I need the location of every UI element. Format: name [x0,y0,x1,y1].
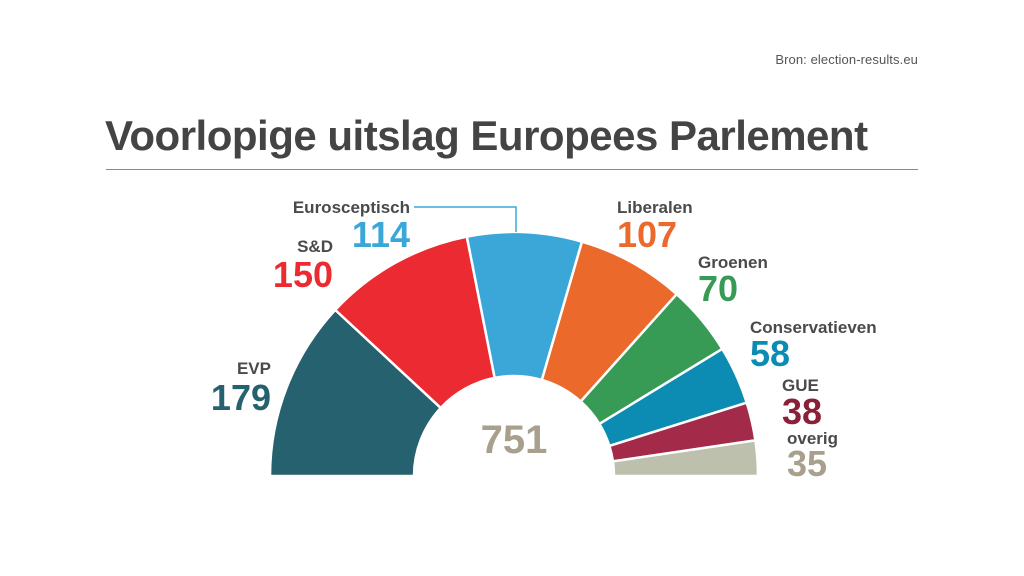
total-seats-label: 751 [481,418,548,462]
label-name-overig: overig [787,429,838,448]
label-seats-overig: 35 [787,443,827,484]
label-seats-conservatieven: 58 [750,333,790,374]
label-name-send: S&D [297,237,333,256]
page-title: Voorlopige uitslag Europees Parlement [105,112,868,159]
label-seats-gue: 38 [782,391,822,432]
label-seats-eurosceptisch: 114 [352,214,410,255]
label-name-eurosceptisch: Eurosceptisch [293,198,410,217]
title-divider [106,169,918,170]
source-note: Bron: election-results.eu [775,52,918,67]
eurosceptisch-leader-line [414,206,517,232]
label-seats-groenen: 70 [698,268,738,309]
label-seats-evp: 179 [211,377,271,418]
label-name-liberalen: Liberalen [617,198,693,217]
label-seats-liberalen: 107 [617,214,677,255]
segment-evp [268,308,442,478]
segment-overig [611,439,760,478]
label-name-evp: EVP [237,359,271,378]
label-seats-send: 150 [273,254,333,295]
label-name-groenen: Groenen [698,253,768,272]
label-name-conservatieven: Conservatieven [750,318,877,337]
label-name-gue: GUE [782,376,819,395]
hemicycle-segments [268,230,760,478]
